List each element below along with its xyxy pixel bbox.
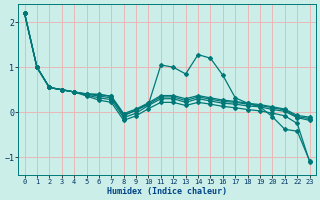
X-axis label: Humidex (Indice chaleur): Humidex (Indice chaleur): [107, 187, 227, 196]
